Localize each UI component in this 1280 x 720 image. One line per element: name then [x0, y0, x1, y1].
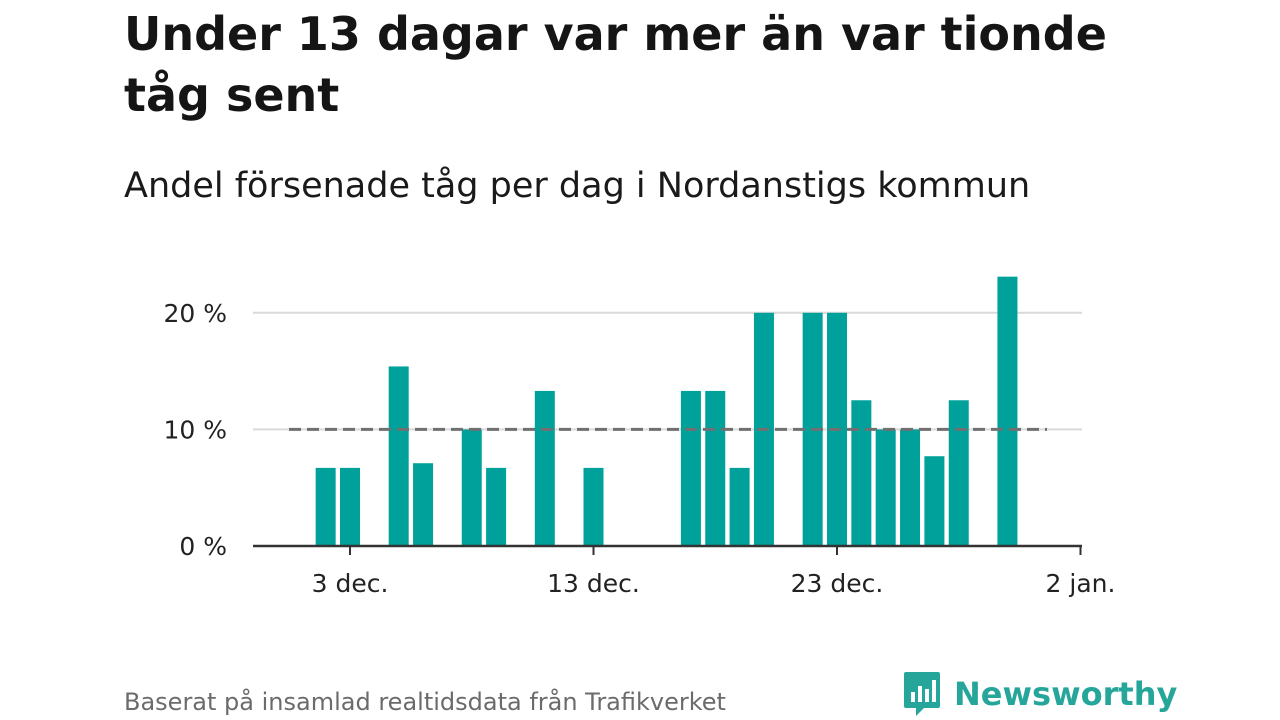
bar	[924, 456, 945, 546]
chart-title: Under 13 dagar var mer än var tionde tåg…	[124, 7, 1107, 122]
bar	[900, 429, 921, 546]
bar	[413, 463, 434, 546]
chart-subtitle: Andel försenade tåg per dag i Nordanstig…	[124, 166, 1031, 206]
brand-logo: Newsworthy	[902, 670, 1177, 718]
brand-name: Newsworthy	[954, 675, 1178, 713]
bar	[851, 400, 872, 546]
bar	[875, 429, 896, 546]
y-tick-label: 10 %	[163, 415, 227, 444]
bar	[534, 390, 555, 546]
y-tick-labels: 0 % 10 % 20 %	[163, 299, 227, 561]
y-tick-label: 0 %	[179, 532, 227, 561]
bar	[729, 467, 750, 546]
y-tick-label: 20 %	[163, 299, 227, 328]
source-note: Baserat på insamlad realtidsdata från Tr…	[124, 688, 726, 716]
bar-chart-speech-bubble-icon	[904, 672, 940, 716]
bar	[948, 400, 969, 546]
bar	[461, 429, 482, 546]
bar	[583, 467, 604, 546]
x-tick-label: 3 dec.	[312, 569, 389, 598]
bar	[388, 366, 409, 546]
bar	[486, 467, 507, 546]
bar-chart: 0 % 10 % 20 % 3 dec. 13 dec. 23 dec. 2 jan.	[163, 276, 1116, 598]
bar	[997, 276, 1018, 546]
x-tick-label: 2 jan.	[1046, 569, 1116, 598]
bar	[315, 467, 336, 546]
bar	[680, 390, 701, 546]
bar	[340, 467, 360, 546]
x-tick-labels: 3 dec. 13 dec. 23 dec. 2 jan.	[312, 569, 1116, 598]
axes	[253, 544, 1082, 555]
bars	[315, 276, 1018, 546]
x-tick-label: 13 dec.	[547, 569, 640, 598]
x-tick-label: 23 dec.	[791, 569, 884, 598]
bar	[705, 390, 726, 546]
